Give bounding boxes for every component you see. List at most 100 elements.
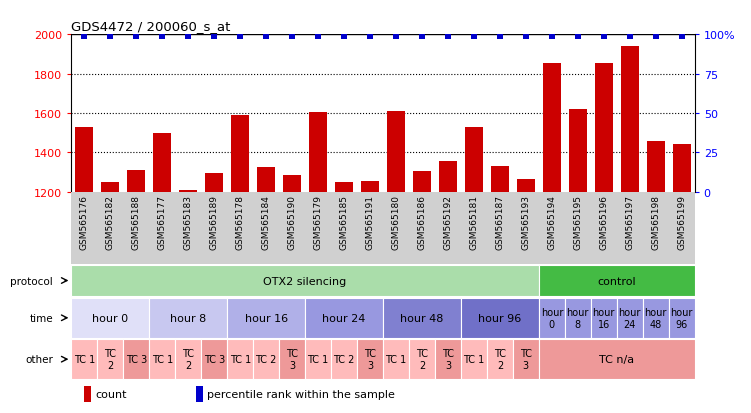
Text: percentile rank within the sample: percentile rank within the sample <box>207 389 395 399</box>
Bar <box>539 298 565 338</box>
Bar <box>617 298 643 338</box>
Text: hour
16: hour 16 <box>593 307 615 329</box>
Text: TC 1: TC 1 <box>307 354 329 364</box>
Text: GSM565195: GSM565195 <box>573 195 582 250</box>
Bar <box>439 161 457 413</box>
Text: time: time <box>29 313 53 323</box>
Bar <box>435 339 461 379</box>
Bar <box>279 339 305 379</box>
Text: TC
2: TC 2 <box>104 349 116 370</box>
Text: GSM565179: GSM565179 <box>314 195 323 250</box>
Bar <box>335 182 353 413</box>
Text: hour 16: hour 16 <box>245 313 288 323</box>
Text: TC
2: TC 2 <box>494 349 506 370</box>
Bar <box>517 179 535 413</box>
Text: GSM565176: GSM565176 <box>80 195 89 250</box>
Text: TC 1: TC 1 <box>385 354 406 364</box>
Text: GSM565181: GSM565181 <box>469 195 478 250</box>
Bar <box>309 113 327 413</box>
Bar <box>123 339 149 379</box>
Bar <box>620 47 639 413</box>
Text: GSM565189: GSM565189 <box>210 195 219 250</box>
Bar <box>539 339 695 379</box>
Text: GSM565178: GSM565178 <box>236 195 245 250</box>
Text: TC 2: TC 2 <box>255 354 277 364</box>
Bar <box>668 298 695 338</box>
Text: GSM565199: GSM565199 <box>677 195 686 250</box>
Bar <box>643 298 668 338</box>
Text: GSM565183: GSM565183 <box>184 195 193 250</box>
Bar <box>98 339 123 379</box>
Bar <box>179 190 198 413</box>
Text: TC
2: TC 2 <box>416 349 428 370</box>
Bar <box>71 298 149 338</box>
Bar <box>491 166 509 413</box>
Text: GSM565182: GSM565182 <box>106 195 115 250</box>
Bar <box>539 265 695 297</box>
Text: count: count <box>95 389 126 399</box>
Bar <box>257 168 275 413</box>
Bar <box>409 339 435 379</box>
Text: hour 0: hour 0 <box>92 313 128 323</box>
Bar <box>71 339 98 379</box>
Bar <box>127 171 146 413</box>
Bar <box>205 173 223 413</box>
Text: hour 8: hour 8 <box>170 313 207 323</box>
Text: OTX2 silencing: OTX2 silencing <box>264 276 347 286</box>
Bar <box>149 298 228 338</box>
Text: GSM565192: GSM565192 <box>443 195 452 250</box>
Bar <box>84 386 92 401</box>
Bar <box>149 339 175 379</box>
Bar <box>305 339 331 379</box>
Text: TC 3: TC 3 <box>125 354 147 364</box>
Bar <box>361 181 379 413</box>
Text: TC n/a: TC n/a <box>599 354 635 364</box>
Text: TC
3: TC 3 <box>442 349 454 370</box>
Text: protocol: protocol <box>11 276 53 286</box>
Bar <box>153 134 171 413</box>
Text: hour
8: hour 8 <box>566 307 589 329</box>
Bar <box>673 145 691 413</box>
Bar <box>595 64 613 413</box>
Bar <box>357 339 383 379</box>
Text: GSM565193: GSM565193 <box>521 195 530 250</box>
Text: TC 1: TC 1 <box>463 354 484 364</box>
Bar <box>253 339 279 379</box>
Text: hour
96: hour 96 <box>671 307 693 329</box>
Bar <box>231 116 249 413</box>
Text: hour 48: hour 48 <box>400 313 444 323</box>
Text: TC 1: TC 1 <box>74 354 95 364</box>
Text: GSM565184: GSM565184 <box>261 195 270 250</box>
Text: GDS4472 / 200060_s_at: GDS4472 / 200060_s_at <box>71 19 231 33</box>
Text: GSM565197: GSM565197 <box>626 195 635 250</box>
Text: TC
3: TC 3 <box>286 349 298 370</box>
Text: TC 2: TC 2 <box>333 354 354 364</box>
Bar <box>383 339 409 379</box>
Bar <box>569 109 587 413</box>
Text: TC 1: TC 1 <box>230 354 251 364</box>
Text: GSM565188: GSM565188 <box>131 195 140 250</box>
Text: GSM565190: GSM565190 <box>288 195 297 250</box>
Bar <box>71 265 539 297</box>
Bar <box>565 298 591 338</box>
Text: TC
3: TC 3 <box>364 349 376 370</box>
Text: TC 3: TC 3 <box>204 354 225 364</box>
Bar <box>487 339 513 379</box>
Bar <box>196 386 204 401</box>
Text: GSM565191: GSM565191 <box>366 195 375 250</box>
Bar <box>413 171 431 413</box>
Text: hour 24: hour 24 <box>322 313 366 323</box>
Bar <box>305 298 383 338</box>
Text: GSM565185: GSM565185 <box>339 195 348 250</box>
Bar <box>228 339 253 379</box>
Text: TC 1: TC 1 <box>152 354 173 364</box>
Text: hour 96: hour 96 <box>478 313 521 323</box>
Text: GSM565196: GSM565196 <box>599 195 608 250</box>
Bar <box>461 339 487 379</box>
Text: GSM565186: GSM565186 <box>418 195 427 250</box>
Bar <box>201 339 228 379</box>
Text: TC
3: TC 3 <box>520 349 532 370</box>
Text: GSM565198: GSM565198 <box>651 195 660 250</box>
Text: GSM565177: GSM565177 <box>158 195 167 250</box>
Bar <box>331 339 357 379</box>
